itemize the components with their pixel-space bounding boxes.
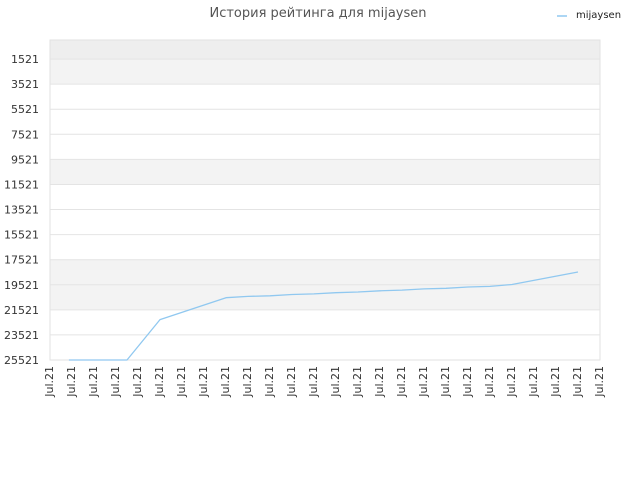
plot-band <box>50 159 600 185</box>
x-tick-label: Jul.21 <box>175 366 188 398</box>
x-tick-label: Jul.21 <box>285 366 298 398</box>
series-line-mijaysen <box>68 271 579 361</box>
y-tick-label: 1521 <box>11 53 39 66</box>
x-axis-ticks: Jul.21 Jul.21 Jul.21 Jul.21 Jul.21 Jul.21 Jul.… <box>43 366 606 398</box>
y-tick-label: 17521 <box>4 254 39 267</box>
x-tick-label: Jul.21 <box>241 366 254 398</box>
y-tick-label: 11521 <box>4 178 39 191</box>
plot-band <box>50 284 600 310</box>
x-tick-label: Jul.21 <box>483 366 496 398</box>
x-tick-label: Jul.21 <box>549 366 562 398</box>
x-tick-label: Jul.21 <box>571 366 584 398</box>
plot-bands <box>50 40 600 360</box>
plot-band <box>50 84 600 110</box>
y-tick-label: 13521 <box>4 204 39 217</box>
x-tick-label: Jul.21 <box>43 366 56 398</box>
x-tick-label: Jul.21 <box>527 366 540 398</box>
y-tick-label: 23521 <box>4 329 39 342</box>
plot-area-border <box>49 39 601 361</box>
x-tick-label: Jul.21 <box>439 366 452 398</box>
plot-band <box>50 59 600 85</box>
x-tick-label: Jul.21 <box>505 366 518 398</box>
plot-band <box>50 309 600 335</box>
legend-label-mijaysen: mijaysen <box>576 10 621 21</box>
x-tick-label: Jul.21 <box>197 366 210 398</box>
x-tick-label: Jul.21 <box>593 366 606 398</box>
x-tick-label: Jul.21 <box>417 366 430 398</box>
y-tick-label: 7521 <box>11 128 39 141</box>
x-tick-label: Jul.21 <box>65 366 78 398</box>
y-tick-label: 9521 <box>11 153 39 166</box>
x-tick-label: Jul.21 <box>307 366 320 398</box>
x-tick-label: Jul.21 <box>219 366 232 398</box>
plot-band <box>50 134 600 160</box>
x-tick-label: Jul.21 <box>373 366 386 398</box>
y-tick-label: 19521 <box>4 279 39 292</box>
plot-band <box>50 259 600 285</box>
chart-title: История рейтинга для mijaysen <box>209 6 426 21</box>
y-axis-ticks: 1521 3521 5521 7521 9521 11521 13521 15521 17521… <box>4 53 39 367</box>
x-tick-label: Jul.21 <box>461 366 474 398</box>
y-tick-label: 3521 <box>11 78 39 91</box>
plot-band <box>50 184 600 210</box>
x-tick-label: Jul.21 <box>351 366 364 398</box>
x-tick-label: Jul.21 <box>87 366 100 398</box>
y-tick-label: 15521 <box>4 229 39 242</box>
y-tick-label: 5521 <box>11 103 39 116</box>
plot-band <box>50 40 600 60</box>
plot-band <box>50 234 600 260</box>
plot-band <box>50 209 600 235</box>
x-tick-label: Jul.21 <box>263 366 276 398</box>
y-tick-label: 21521 <box>4 304 39 317</box>
x-tick-label: Jul.21 <box>109 366 122 398</box>
x-tick-label: Jul.21 <box>329 366 342 398</box>
x-tick-label: Jul.21 <box>153 366 166 398</box>
x-tick-label: Jul.21 <box>395 366 408 398</box>
y-tick-label: 25521 <box>4 354 39 367</box>
legend: mijaysen <box>557 10 621 21</box>
plot-band <box>50 109 600 135</box>
x-tick-label: Jul.21 <box>131 366 144 398</box>
plot-band <box>50 334 600 360</box>
